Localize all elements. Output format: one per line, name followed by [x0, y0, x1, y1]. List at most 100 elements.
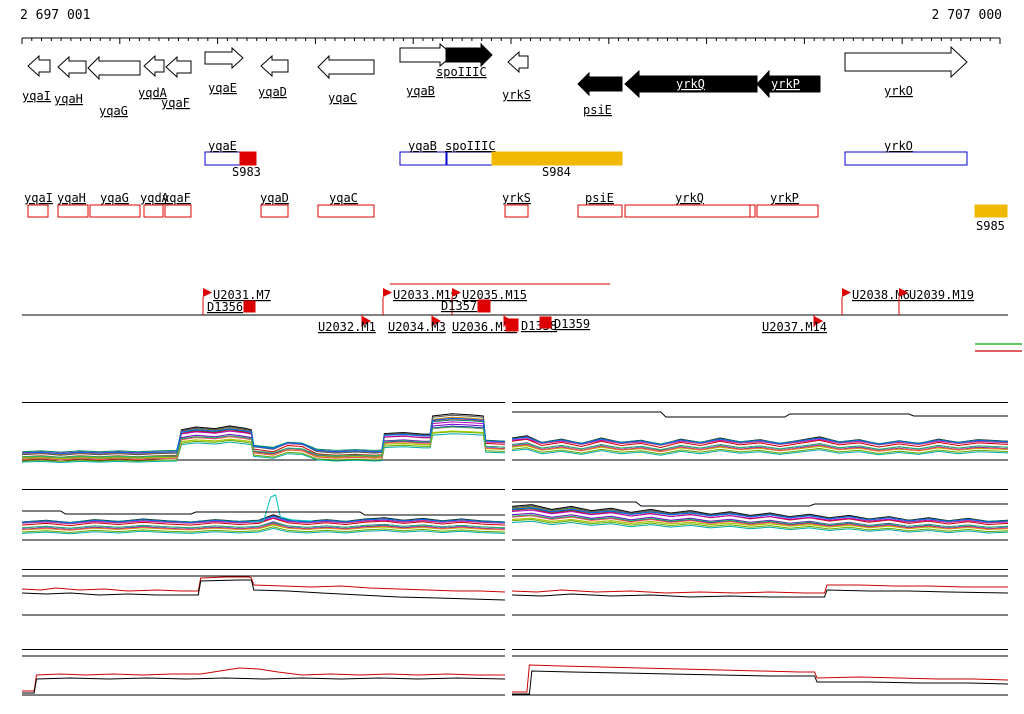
- gene-label-yrkQ[interactable]: yrkQ: [676, 77, 705, 91]
- gene-label-spoIIIC[interactable]: spoIIIC: [436, 65, 487, 79]
- gene-arrow-yrkP[interactable]: [756, 69, 821, 99]
- expression-line: [511, 514, 1009, 528]
- gene-box-yrkQ[interactable]: [624, 204, 756, 218]
- segment-gene-box-yqaE[interactable]: [204, 151, 241, 166]
- segment-gold-box[interactable]: [491, 151, 623, 166]
- gene-box-psiE[interactable]: [577, 204, 623, 218]
- gene-box-label-yrkS[interactable]: yrkS: [502, 191, 531, 205]
- gene-box-label-yqaC[interactable]: yqaC: [329, 191, 358, 205]
- segment-gene-label-yqaE[interactable]: yqaE: [208, 139, 237, 153]
- gene-box-label-yqaI[interactable]: yqaI: [24, 191, 53, 205]
- gene-box-yqdA[interactable]: [143, 204, 164, 218]
- segment-gene-box-spoIIIC[interactable]: [446, 151, 493, 166]
- gene-box-label-yrkP[interactable]: yrkP: [770, 191, 799, 205]
- segment-label-S984[interactable]: S984: [542, 165, 571, 179]
- gene-arrow-spoIIIC[interactable]: [445, 42, 493, 68]
- probe-label-U2035.M15[interactable]: U2035.M15: [462, 288, 527, 302]
- expression-line: [512, 670, 1009, 695]
- probe-label-U2031.M7[interactable]: U2031.M7: [213, 288, 271, 302]
- deletion-marker-D1359[interactable]: [539, 316, 552, 329]
- deletion-marker-D1358[interactable]: [505, 318, 519, 332]
- gene-arrow-yqaF[interactable]: [165, 55, 192, 79]
- gene-box-label-psiE[interactable]: psiE: [585, 191, 614, 205]
- segment-gene-label-yrkO[interactable]: yrkO: [884, 139, 913, 153]
- gene-arrow-yqaE[interactable]: [204, 46, 244, 70]
- gene-box-yqaF[interactable]: [164, 204, 192, 218]
- gene-label-yqaB[interactable]: yqaB: [406, 84, 435, 98]
- expression-line: [22, 510, 505, 516]
- gene-box-yqaH[interactable]: [57, 204, 89, 218]
- gene-label-yrkP[interactable]: yrkP: [771, 77, 800, 91]
- probe-flag-U2038.M6[interactable]: [842, 288, 851, 297]
- gene-box-label-yqaF[interactable]: yqaF: [162, 191, 191, 205]
- gene-label-yqaI[interactable]: yqaI: [22, 89, 51, 103]
- deletion-label-D1358[interactable]: D1358: [521, 319, 557, 333]
- segment-gene-box-yrkO[interactable]: [844, 151, 968, 166]
- gene-arrow-yrkQ[interactable]: [624, 69, 758, 99]
- gene-arrow-yqaH[interactable]: [57, 55, 87, 79]
- probe-flag-U2032.M1[interactable]: [362, 316, 371, 326]
- expression-line: [248, 494, 312, 523]
- gene-box-yqaG[interactable]: [89, 204, 141, 218]
- probe-flag-U2033.M19[interactable]: [383, 288, 392, 297]
- probe-label-U2037.M14[interactable]: U2037.M14: [762, 320, 827, 334]
- deletion-label-D1359[interactable]: D1359: [554, 317, 590, 331]
- gene-label-yqaF[interactable]: yqaF: [161, 96, 190, 110]
- gene-arrow-yrkO[interactable]: [844, 45, 968, 79]
- probe-flag-U2035.M15[interactable]: [452, 288, 461, 297]
- deletion-marker-D1356[interactable]: [243, 300, 256, 313]
- gene-label-yqaH[interactable]: yqaH: [54, 92, 83, 106]
- segment-gene-label-spoIIIC[interactable]: spoIIIC: [445, 139, 496, 153]
- probe-label-U2039.M19[interactable]: U2039.M19: [909, 288, 974, 302]
- segment-gold-box-S985[interactable]: [974, 204, 1008, 218]
- gene-label-yrkS[interactable]: yrkS: [502, 88, 531, 102]
- gene-box-yrkS[interactable]: [504, 204, 529, 218]
- gene-label-yqaC[interactable]: yqaC: [328, 91, 357, 105]
- probe-flag-U2037.M14[interactable]: [814, 316, 823, 326]
- probe-flag-U2031.M7[interactable]: [203, 288, 212, 297]
- gene-label-yqaG[interactable]: yqaG: [99, 104, 128, 118]
- expression-line: [511, 448, 1009, 456]
- gene-box-yqaC[interactable]: [317, 204, 375, 218]
- gene-box-label-yqaH[interactable]: yqaH: [57, 191, 86, 205]
- expression-line: [21, 426, 506, 461]
- gene-arrow-yqdA[interactable]: [143, 54, 165, 78]
- expression-line: [21, 426, 506, 458]
- deletion-label-D1356[interactable]: D1356: [207, 300, 243, 314]
- gene-box-label-yqdA[interactable]: yqdA: [140, 191, 170, 205]
- probe-flag-U2039.M19[interactable]: [899, 288, 908, 297]
- gene-box-yqaI[interactable]: [27, 204, 49, 218]
- gene-box-label-yqaD[interactable]: yqaD: [260, 191, 289, 205]
- probe-label-U2033.M19[interactable]: U2033.M19: [393, 288, 458, 302]
- gene-label-yqaD[interactable]: yqaD: [258, 85, 287, 99]
- segment-label-S983[interactable]: S983: [232, 165, 261, 179]
- segment-label-S985[interactable]: S985: [976, 219, 1005, 233]
- gene-box-label-yqaG[interactable]: yqaG: [100, 191, 129, 205]
- gene-box-yrkP[interactable]: [756, 204, 819, 218]
- gene-arrow-yqaG[interactable]: [87, 55, 141, 81]
- probe-flag-U2034.M3[interactable]: [432, 316, 441, 326]
- gene-box-label-yrkQ[interactable]: yrkQ: [675, 191, 704, 205]
- gene-arrow-yqaD[interactable]: [260, 54, 289, 78]
- gene-arrow-yrkS[interactable]: [507, 50, 529, 74]
- probe-label-U2038.M6[interactable]: U2038.M6: [852, 288, 910, 302]
- gene-label-psiE[interactable]: psiE: [583, 103, 612, 117]
- segment-gene-label-yqaB[interactable]: yqaB: [408, 139, 437, 153]
- expression-line: [21, 521, 506, 529]
- deletion-marker-D1357[interactable]: [477, 299, 491, 313]
- gene-label-yqaE[interactable]: yqaE: [208, 81, 237, 95]
- segment-red-box[interactable]: [239, 151, 257, 166]
- gene-arrow-yqaB[interactable]: [399, 42, 454, 68]
- gene-arrow-yqaC[interactable]: [317, 54, 375, 80]
- gene-arrow-psiE[interactable]: [577, 71, 623, 97]
- probe-label-U2034.M3[interactable]: U2034.M3: [388, 320, 446, 334]
- gene-label-yqdA[interactable]: yqdA: [138, 86, 168, 100]
- probe-label-U2032.M1[interactable]: U2032.M1: [318, 320, 376, 334]
- gene-label-yrkO[interactable]: yrkO: [884, 84, 913, 98]
- gene-arrow-yqaI[interactable]: [27, 54, 51, 78]
- deletion-label-D1357[interactable]: D1357: [441, 299, 477, 313]
- probe-label-U2036.M14[interactable]: U2036.M14: [452, 320, 517, 334]
- gene-box-yqaD[interactable]: [260, 204, 289, 218]
- segment-gene-box-yqaB[interactable]: [399, 151, 447, 166]
